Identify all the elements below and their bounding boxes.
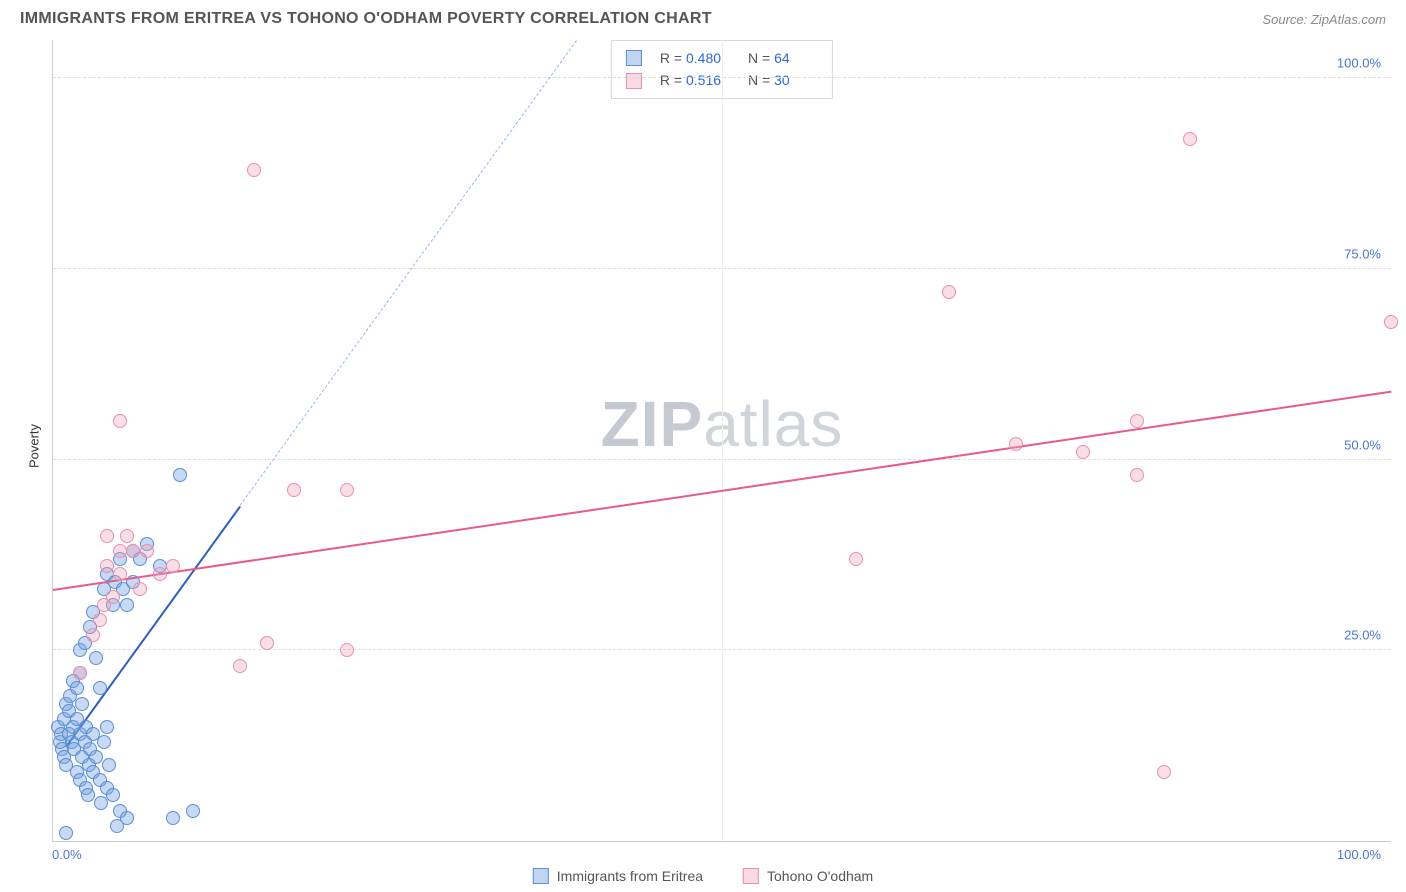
- data-point: [1130, 468, 1144, 482]
- data-point: [75, 697, 89, 711]
- data-point: [1384, 315, 1398, 329]
- r-label: R =: [660, 72, 682, 88]
- r-value: 0.480: [686, 47, 730, 69]
- data-point: [166, 811, 180, 825]
- data-point: [113, 544, 127, 558]
- legend-label: Tohono O'odham: [767, 868, 873, 884]
- chart-title: IMMIGRANTS FROM ERITREA VS TOHONO O'ODHA…: [20, 10, 712, 28]
- y-tick-label: 25.0%: [1344, 628, 1381, 643]
- data-point: [106, 788, 120, 802]
- data-point: [100, 559, 114, 573]
- data-point: [70, 681, 84, 695]
- data-point: [100, 529, 114, 543]
- data-point: [1076, 445, 1090, 459]
- legend-item-2: Tohono O'odham: [743, 868, 873, 884]
- data-point: [942, 285, 956, 299]
- y-tick-label: 50.0%: [1344, 437, 1381, 452]
- data-point: [247, 163, 261, 177]
- data-point: [73, 666, 87, 680]
- gridline-v: [722, 40, 723, 841]
- data-point: [166, 559, 180, 573]
- swatch-blue-icon: [626, 50, 642, 66]
- source-name: ZipAtlas.com: [1311, 12, 1386, 27]
- data-point: [233, 659, 247, 673]
- n-label: N =: [748, 50, 770, 66]
- data-point: [59, 826, 73, 840]
- x-tick-end: 100.0%: [1337, 847, 1381, 862]
- data-point: [140, 544, 154, 558]
- swatch-pink-icon: [743, 868, 759, 884]
- data-point: [340, 483, 354, 497]
- plot-area: ZIPatlas R = 0.480 N = 64 R = 0.516 N = …: [52, 40, 1391, 842]
- data-point: [113, 567, 127, 581]
- legend-item-1: Immigrants from Eritrea: [533, 868, 703, 884]
- y-tick-label: 100.0%: [1337, 56, 1381, 71]
- data-point: [97, 735, 111, 749]
- n-value: 64: [774, 47, 818, 69]
- source-prefix: Source:: [1262, 12, 1310, 27]
- data-point: [1130, 414, 1144, 428]
- chart-container: Poverty ZIPatlas R = 0.480 N = 64 R = 0.…: [30, 40, 1391, 852]
- data-point: [100, 720, 114, 734]
- n-label: N =: [748, 72, 770, 88]
- data-point: [102, 758, 116, 772]
- swatch-blue-icon: [533, 868, 549, 884]
- data-point: [260, 636, 274, 650]
- x-tick-start: 0.0%: [52, 847, 82, 862]
- swatch-pink-icon: [626, 73, 642, 89]
- source-attribution: Source: ZipAtlas.com: [1262, 12, 1386, 27]
- data-point: [126, 544, 140, 558]
- data-point: [93, 613, 107, 627]
- data-point: [287, 483, 301, 497]
- data-point: [340, 643, 354, 657]
- data-point: [1157, 765, 1171, 779]
- trend-line-extension: [240, 40, 578, 506]
- data-point: [106, 590, 120, 604]
- r-label: R =: [660, 50, 682, 66]
- data-point: [849, 552, 863, 566]
- data-point: [93, 681, 107, 695]
- r-value: 0.516: [686, 69, 730, 91]
- data-point: [173, 468, 187, 482]
- data-point: [81, 788, 95, 802]
- legend-label: Immigrants from Eritrea: [557, 868, 703, 884]
- header: IMMIGRANTS FROM ERITREA VS TOHONO O'ODHA…: [0, 0, 1406, 33]
- data-point: [89, 651, 103, 665]
- data-point: [113, 414, 127, 428]
- data-point: [110, 819, 124, 833]
- y-tick-label: 75.0%: [1344, 246, 1381, 261]
- n-value: 30: [774, 69, 818, 91]
- data-point: [120, 529, 134, 543]
- watermark-bold: ZIP: [601, 388, 704, 460]
- data-point: [86, 628, 100, 642]
- data-point: [153, 567, 167, 581]
- watermark-rest: atlas: [703, 388, 843, 460]
- data-point: [89, 750, 103, 764]
- data-point: [133, 582, 147, 596]
- data-point: [1009, 437, 1023, 451]
- data-point: [1183, 132, 1197, 146]
- y-axis-label: Poverty: [27, 424, 42, 468]
- bottom-legend: Immigrants from Eritrea Tohono O'odham: [533, 868, 873, 884]
- data-point: [120, 598, 134, 612]
- data-point: [186, 804, 200, 818]
